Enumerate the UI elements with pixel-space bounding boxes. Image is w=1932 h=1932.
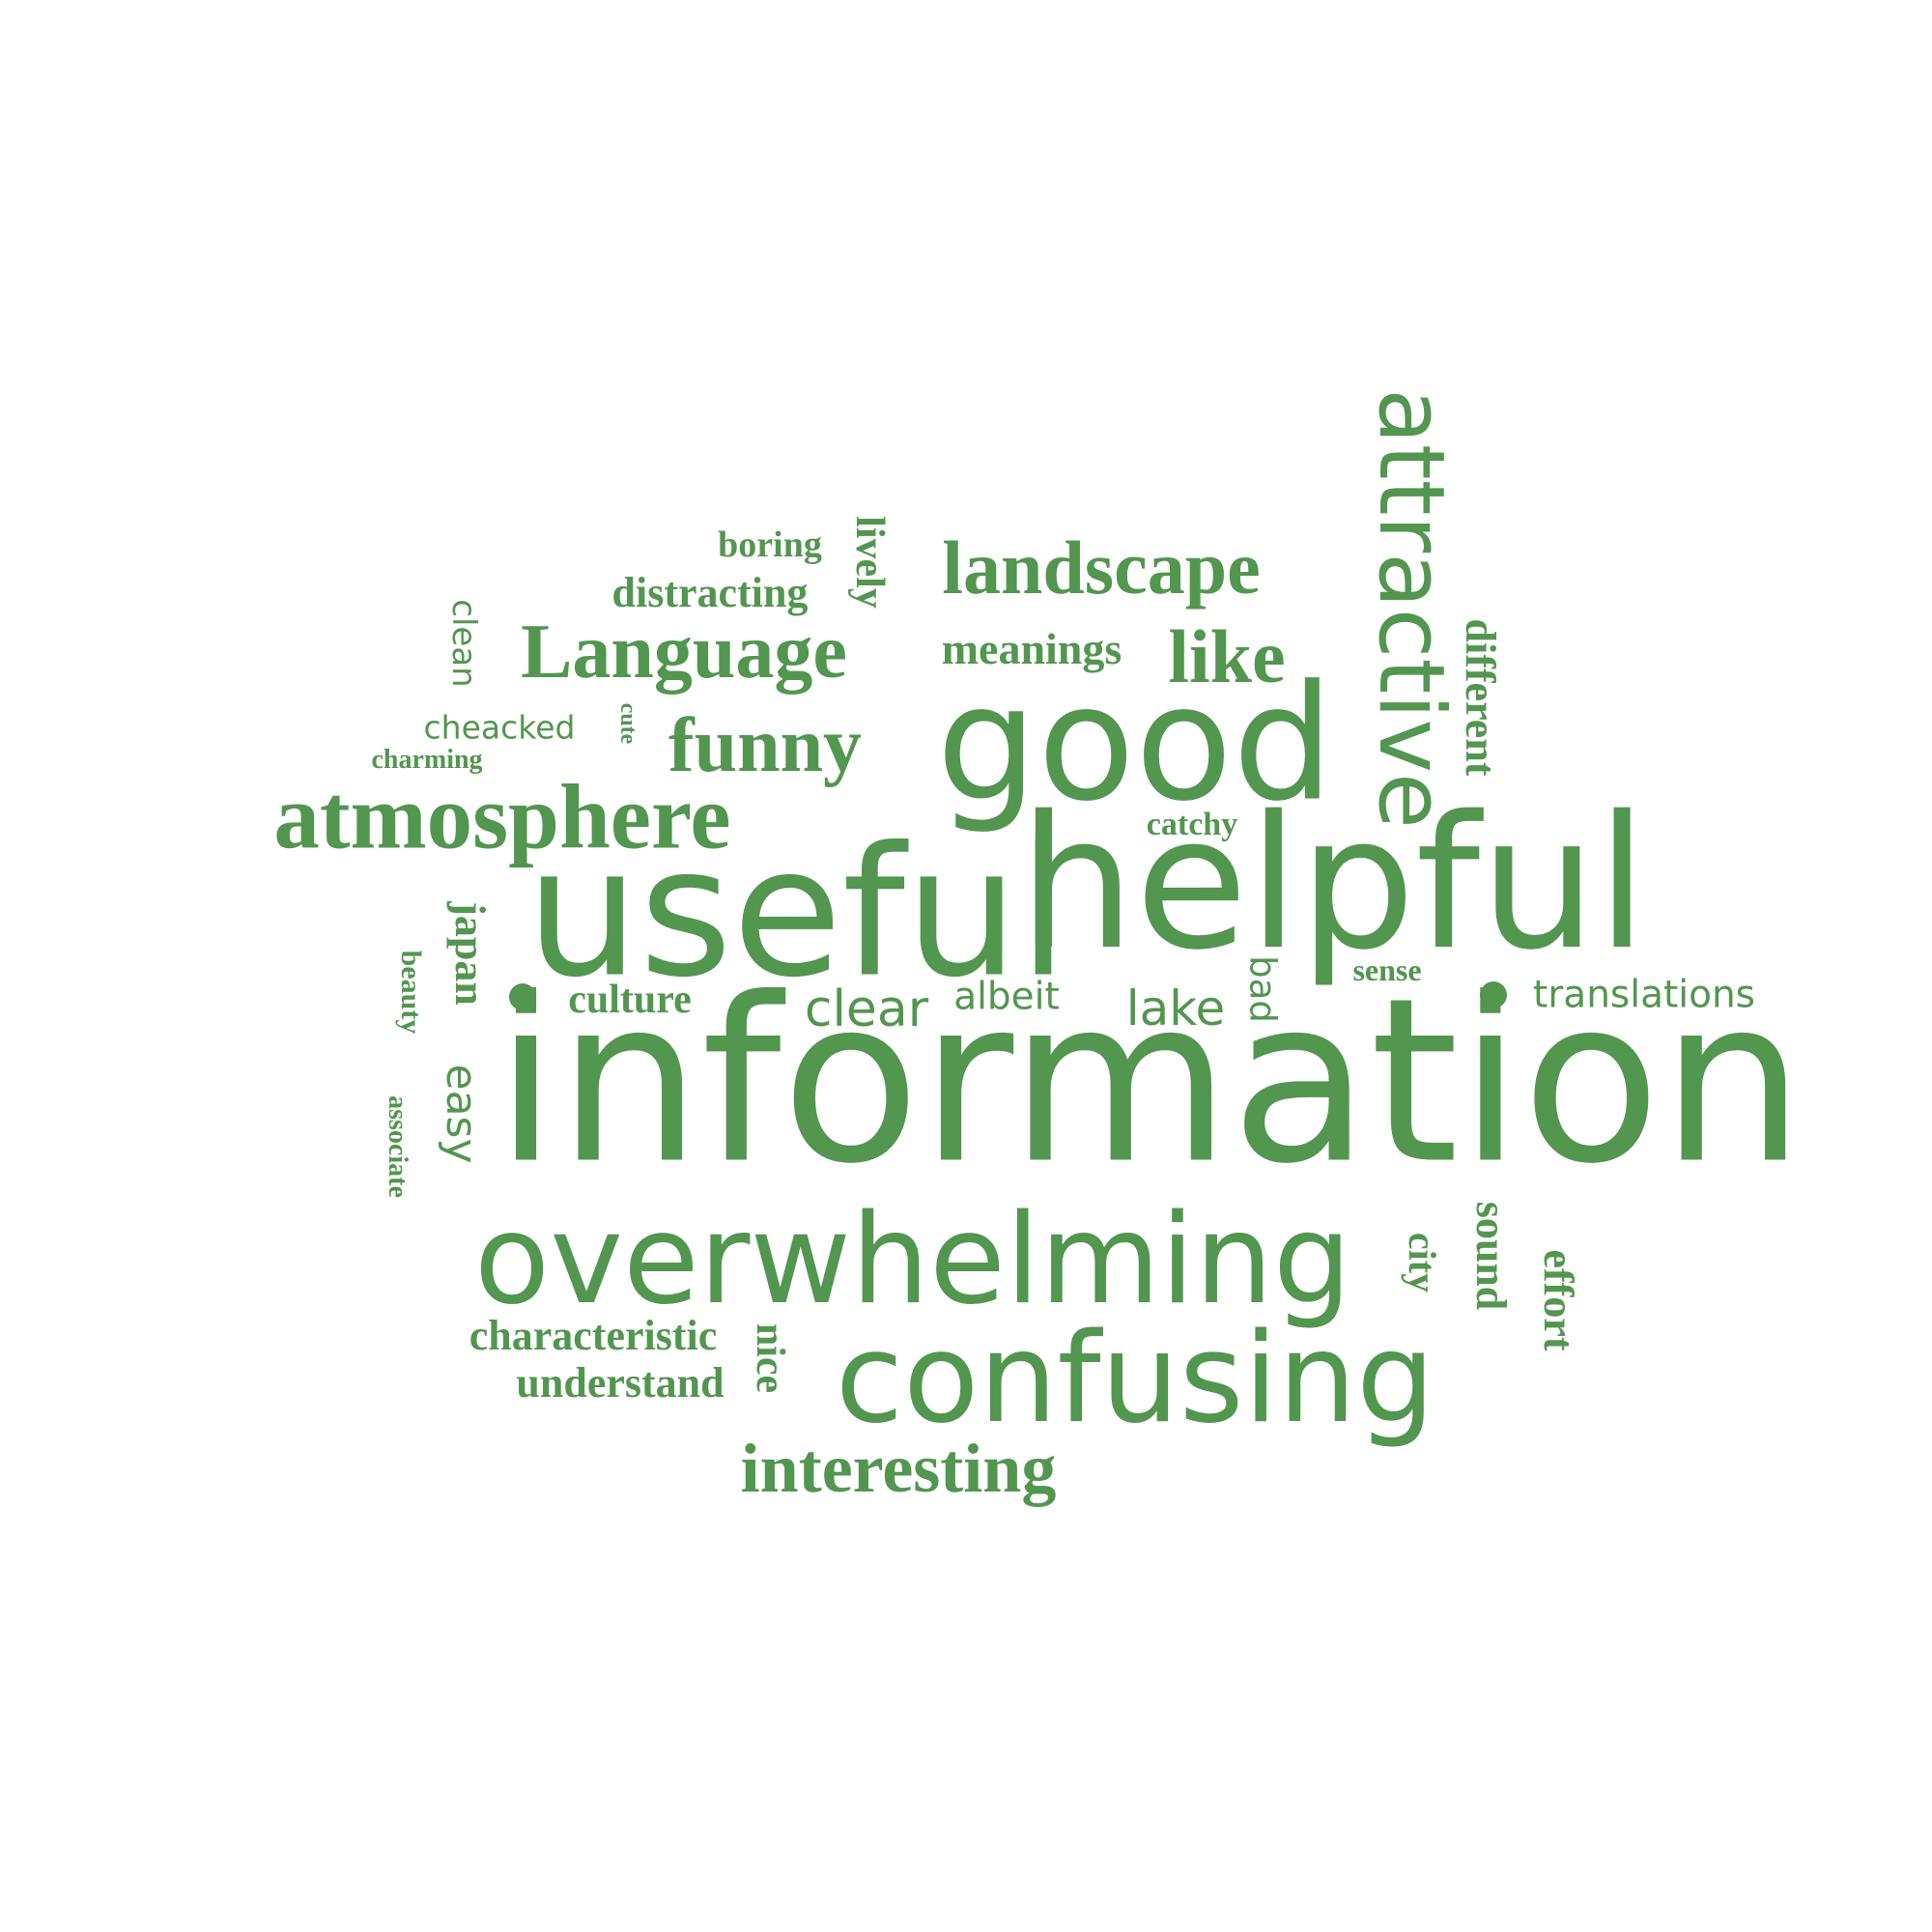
word-boring: boring <box>718 525 822 565</box>
bullet-dot <box>1480 981 1507 1009</box>
word-city: city <box>1401 1232 1444 1293</box>
word-like: like <box>1168 614 1286 698</box>
word-cheacked: cheacked <box>423 708 576 747</box>
word-japan: japan <box>446 901 494 1006</box>
word-understand: understand <box>516 1359 724 1406</box>
word-nice: nice <box>748 1322 792 1394</box>
word-cute: cute <box>615 702 640 745</box>
word-lively: lively <box>847 516 892 609</box>
word-confusing: confusing <box>835 1307 1435 1451</box>
word-associate: associate <box>383 1095 412 1198</box>
word-useful: useful <box>526 808 1068 1017</box>
word-lake: lake <box>1125 980 1226 1037</box>
word-helpful: helpful <box>1018 777 1648 990</box>
word-clear: clear <box>804 980 929 1038</box>
word-good: good <box>936 650 1334 837</box>
word-effort: effort <box>1535 1249 1582 1351</box>
word-distracting: distracting <box>611 569 809 616</box>
word-translations: translations <box>1532 973 1756 1017</box>
word-albeit: albeit <box>953 975 1060 1019</box>
word-clean: clean <box>444 599 483 688</box>
word-catchy: catchy <box>1146 807 1238 842</box>
word-beauty: beauty <box>395 950 427 1035</box>
word-sense: sense <box>1352 952 1422 987</box>
word-characteristic: characteristic <box>469 1312 718 1359</box>
word-landscape: landscape <box>942 526 1261 610</box>
word-interesting: interesting <box>740 1430 1057 1507</box>
word-charming: charming <box>371 745 483 775</box>
bullet-dot <box>509 983 536 1010</box>
word-sound: sound <box>1467 1201 1515 1311</box>
word-bad: bad <box>1241 955 1284 1023</box>
word-meanings: meanings <box>941 624 1122 673</box>
word-attractive: attractive <box>1358 388 1463 829</box>
word-information: information <box>494 950 1805 1214</box>
word-language: Language <box>521 610 847 695</box>
word-funny: funny <box>668 703 863 788</box>
word-atmosphere: atmosphere <box>273 765 731 868</box>
word-different: different <box>1457 618 1504 777</box>
word-overwhelming: overwhelming <box>473 1188 1352 1332</box>
word-easy: easy <box>437 1064 486 1164</box>
word-culture: culture <box>568 978 692 1022</box>
